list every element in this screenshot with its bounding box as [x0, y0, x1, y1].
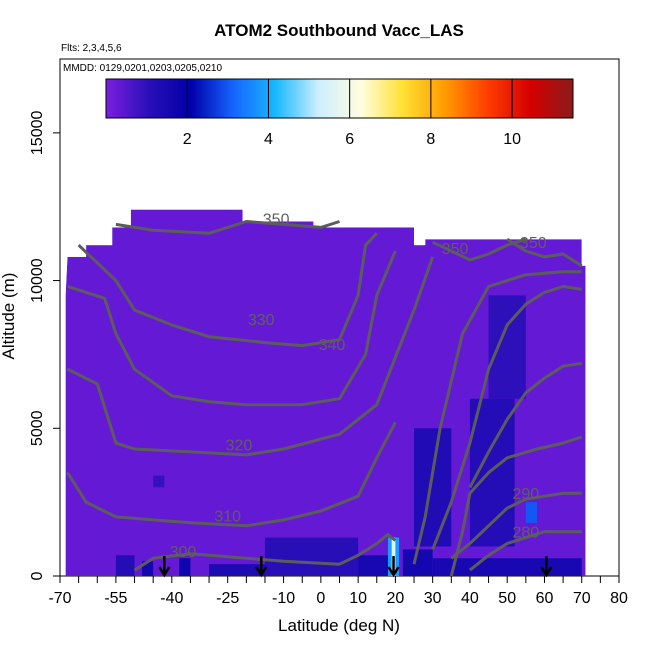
chart-title: ATOM2 Southbound Vacc_LAS — [214, 21, 464, 40]
contour-label: 310 — [214, 508, 241, 525]
x-axis: -70 -55 -40 -25 -10 0 10 20 30 40 50 60 70 80 — [48, 576, 628, 607]
contour-line — [431, 285, 582, 550]
y-tick-label: 5000 — [29, 410, 46, 446]
contour-line — [468, 361, 582, 489]
heatmap-cell — [358, 555, 388, 576]
x-tick-label: 40 — [461, 590, 479, 607]
colorbar-fill — [105, 78, 574, 119]
contour-line — [77, 232, 378, 348]
contour-label: 350 — [442, 241, 469, 258]
flights-note: Flts: 2,3,4,5,6 — [61, 43, 122, 54]
x-tick-label: 70 — [573, 590, 591, 607]
y-axis: 0 5000 10000 15000 — [29, 111, 60, 580]
heatmap-layer — [65, 209, 586, 576]
heatmap-cell — [141, 561, 154, 576]
heatmap-cell — [209, 564, 265, 576]
x-tick-label: 0 — [316, 590, 325, 607]
contour-line — [450, 491, 582, 560]
contour-label: 350 — [520, 235, 547, 252]
x-tick-label: 30 — [424, 590, 442, 607]
heatmap-cell — [264, 537, 359, 576]
contour-label: 320 — [226, 437, 253, 454]
colorbar-tick-label: 4 — [264, 131, 273, 148]
x-tick-label: -70 — [48, 590, 71, 607]
x-tick-label: -55 — [104, 590, 127, 607]
x-tick-label: -40 — [160, 590, 183, 607]
x-tick-label: 10 — [349, 590, 367, 607]
dates-note: MMDD: 0129,0201,0203,0205,0210 — [63, 63, 222, 74]
heatmap-cell — [153, 475, 165, 488]
contour-line — [67, 250, 397, 407]
heatmap-cell — [115, 555, 135, 576]
contour-line — [133, 533, 397, 572]
contour-label: 300 — [170, 544, 197, 561]
x-tick-label: 60 — [536, 590, 554, 607]
contour-layer: 300 310 320 330 340 350 350 350 290 280 — [66, 211, 583, 576]
heatmap-domain — [65, 209, 586, 576]
contour-label: 280 — [512, 525, 539, 542]
x-tick-label: 80 — [610, 590, 628, 607]
contour-line — [66, 421, 397, 528]
flight-arrow — [540, 556, 553, 578]
colorbar-tick-label: 10 — [503, 131, 521, 148]
x-tick-label: 20 — [387, 590, 405, 607]
x-tick-label: -10 — [272, 590, 295, 607]
contour-line — [449, 435, 583, 576]
colorbar: 2 4 6 8 10 — [105, 78, 574, 148]
contour-label: 340 — [319, 337, 346, 354]
colorbar-tick-label: 8 — [426, 131, 435, 148]
heatmap-cell — [179, 558, 191, 576]
contour-line — [432, 237, 527, 262]
contour-label: 290 — [512, 486, 539, 503]
heatmap-cell — [414, 428, 452, 547]
contour-line — [66, 256, 435, 457]
heatmap-cell — [525, 502, 538, 523]
contour-label: 350 — [263, 211, 290, 228]
y-tick-label: 15000 — [29, 111, 46, 156]
arrows-layer — [158, 556, 553, 578]
contour-line — [506, 237, 583, 268]
x-axis-label: Latitude (deg N) — [278, 616, 400, 635]
colorbar-tick-label: 2 — [183, 131, 192, 148]
contour-label: 330 — [248, 312, 275, 329]
flight-arrow — [158, 556, 171, 578]
y-axis-label: Altitude (m) — [0, 273, 18, 360]
flight-arrow — [387, 556, 400, 578]
contour-line — [412, 270, 582, 565]
contour-line — [468, 530, 582, 572]
contour-line — [115, 220, 340, 235]
y-tick-label: 10000 — [29, 258, 46, 303]
flight-arrow — [255, 556, 268, 578]
x-tick-label: -25 — [216, 590, 239, 607]
x-tick-label: 50 — [498, 590, 516, 607]
y-tick-label: 0 — [29, 571, 46, 580]
colorbar-tick-label: 6 — [345, 131, 354, 148]
